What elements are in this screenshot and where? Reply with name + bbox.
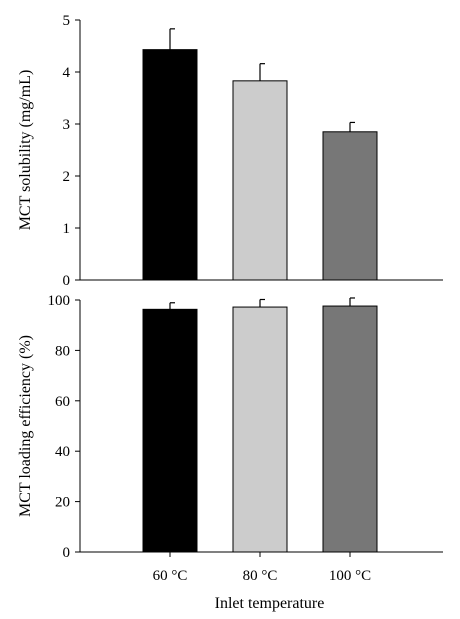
y-tick-label: 100 — [48, 293, 71, 309]
y-tick-label: 60 — [55, 394, 70, 410]
bar — [232, 80, 288, 281]
loading-efficiency-panel: 0 20 40 60 80 100 MCT loading efficiency (%) 60… — [17, 293, 443, 612]
x-tick-label: 60 °C — [153, 568, 188, 584]
bar — [322, 305, 378, 553]
y-tick-label: 80 — [55, 343, 70, 359]
y-tick-label: 40 — [55, 444, 70, 460]
y-axis-title: MCT solubility (mg/mL) — [17, 70, 34, 231]
y-tick-label: 2 — [63, 169, 71, 185]
y-tick-label: 3 — [63, 117, 71, 133]
y-tick-label: 0 — [63, 273, 71, 289]
y-tick-label: 5 — [63, 13, 71, 29]
x-tick-label: 80 °C — [243, 568, 278, 584]
y-tick-label: 20 — [55, 495, 70, 511]
bar — [322, 131, 378, 281]
solubility-panel: 0 1 2 3 4 5 MCT solubility (mg/mL) — [17, 13, 443, 289]
y-tick-label: 0 — [63, 545, 71, 561]
bar — [232, 306, 288, 553]
y-tick-label: 4 — [63, 65, 71, 81]
bar — [142, 308, 198, 553]
y-tick-label: 1 — [63, 221, 71, 237]
y-axis-title: MCT loading efficiency (%) — [17, 335, 34, 517]
x-axis-title: Inlet temperature — [215, 595, 325, 612]
bar — [142, 49, 198, 281]
x-tick-label: 100 °C — [329, 568, 371, 584]
